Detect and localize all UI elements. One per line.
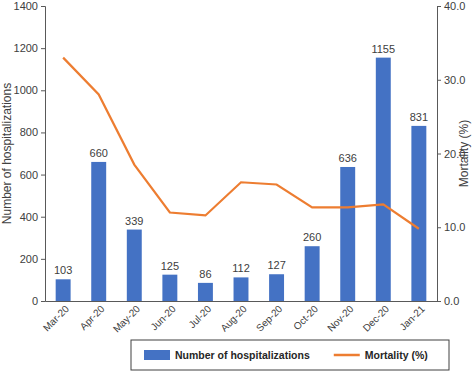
x-tick-label: Oct-20 [291,303,320,332]
data-labels: 103 660 339 125 86 112 127 260 636 1155 831 [54,43,428,280]
data-label: 636 [339,152,357,164]
tick-mark [437,80,441,81]
data-label: 127 [267,259,285,271]
tick-label: 10.0 [444,221,465,233]
bar [198,283,213,301]
data-label: 112 [232,262,250,274]
legend-label: Number of hospitalizations [175,349,310,361]
tick: 40.0 [437,0,465,12]
legend-box [131,340,449,370]
x-tick-label: Dec-20 [361,303,392,334]
x-tick: Apr-20 [78,301,107,332]
data-label: 125 [161,260,179,272]
x-axis: Mar-20Apr-20May-20Jun-20 Jul-20Aug-20Sep-… [41,301,438,334]
x-tick-label: Jun-20 [148,303,178,333]
tick-label: 200 [20,253,38,265]
x-tick-label: Jan-21 [397,303,427,333]
x-tick-label: Aug-20 [218,303,249,334]
x-tick: Oct-20 [291,301,320,332]
chart-container: 02004006008001000120014000.010.020.030.0… [0,0,474,374]
legend-swatch [144,350,170,360]
y2-axis-title: Mortality (%) [457,120,471,187]
x-tick-label: Apr-20 [78,303,107,332]
tick-mark [41,259,45,260]
y2ticks-axis-line [438,7,442,302]
x-tick-label: Mar-20 [41,303,71,333]
tick: 10.0 [437,221,465,233]
tick-label: 1400 [14,0,38,12]
x-tick: Jan-21 [397,301,427,333]
tick-mark [41,175,45,176]
tick: 200 [20,253,45,265]
bar [234,277,249,301]
tick-mark [41,301,45,302]
x-axis-line [46,301,438,302]
x-tick: Sep-20 [254,301,285,334]
tick: 1000 [14,84,45,96]
chart: 02004006008001000120014000.010.020.030.0… [0,0,474,374]
legend: Number of hospitalizations Mortality (%) [131,340,449,370]
x-tick: May-20 [111,301,143,334]
bar [411,126,426,301]
legend-label: Mortality (%) [365,349,428,361]
tick: 1200 [14,42,45,54]
tick-label: 600 [20,169,38,181]
bar [305,246,320,301]
tick-mark [41,217,45,218]
x-tick-label: Nov-20 [325,303,356,334]
x-tick-label: Jul-20 [186,303,213,330]
yticks-axis-line [41,7,46,302]
bar [56,279,71,301]
tick: 30.0 [437,74,465,86]
data-label: 1155 [371,43,395,55]
tick-label: 40.0 [444,0,465,12]
tick: 0.0 [437,295,459,307]
tick-mark [437,227,441,228]
legend-swatch [334,354,360,357]
tick-label: 0.0 [444,295,459,307]
data-label: 831 [410,111,428,123]
bar [127,230,142,301]
y-axis-title: Number of hospitalizations [0,83,14,224]
x-tick: Nov-20 [325,301,356,334]
data-label: 103 [54,264,72,276]
tick: 0 [32,295,45,307]
data-label: 339 [125,215,143,227]
x-tick: Jul-20 [186,301,213,330]
tick-label: 0 [32,295,38,307]
bar [162,275,177,301]
data-label: 260 [303,231,321,243]
tick-label: 30.0 [444,74,465,86]
data-label: 86 [199,268,211,280]
tick-mark [41,90,45,91]
tick-mark [41,132,45,133]
tick-label: 1000 [14,84,38,96]
data-label: 660 [90,147,108,159]
x-tick: Aug-20 [218,301,249,334]
bar [376,58,391,301]
tick-mark [41,6,45,7]
tick: 1400 [14,0,45,12]
bar [269,274,284,301]
x-tick: Jun-20 [148,301,178,333]
plot-area [56,58,427,301]
bar [340,167,355,301]
tick: 400 [20,211,45,223]
tick-mark [437,6,441,7]
tick-label: 1200 [14,42,38,54]
tick-mark [41,48,45,49]
tick-mark [437,154,441,155]
tick-label: 400 [20,211,38,223]
tick-mark [437,301,441,302]
tick: 800 [20,126,45,138]
x-tick-label: Sep-20 [254,303,285,334]
line [63,58,419,229]
tick-label: 800 [20,126,38,138]
bar [91,162,106,301]
y-axis: 0 200 400 600 800 1000 1200 1400 [14,0,46,307]
x-tick: Dec-20 [361,301,392,334]
tick: 600 [20,169,45,181]
x-tick-label: May-20 [111,303,143,335]
x-tick: Mar-20 [41,301,71,333]
